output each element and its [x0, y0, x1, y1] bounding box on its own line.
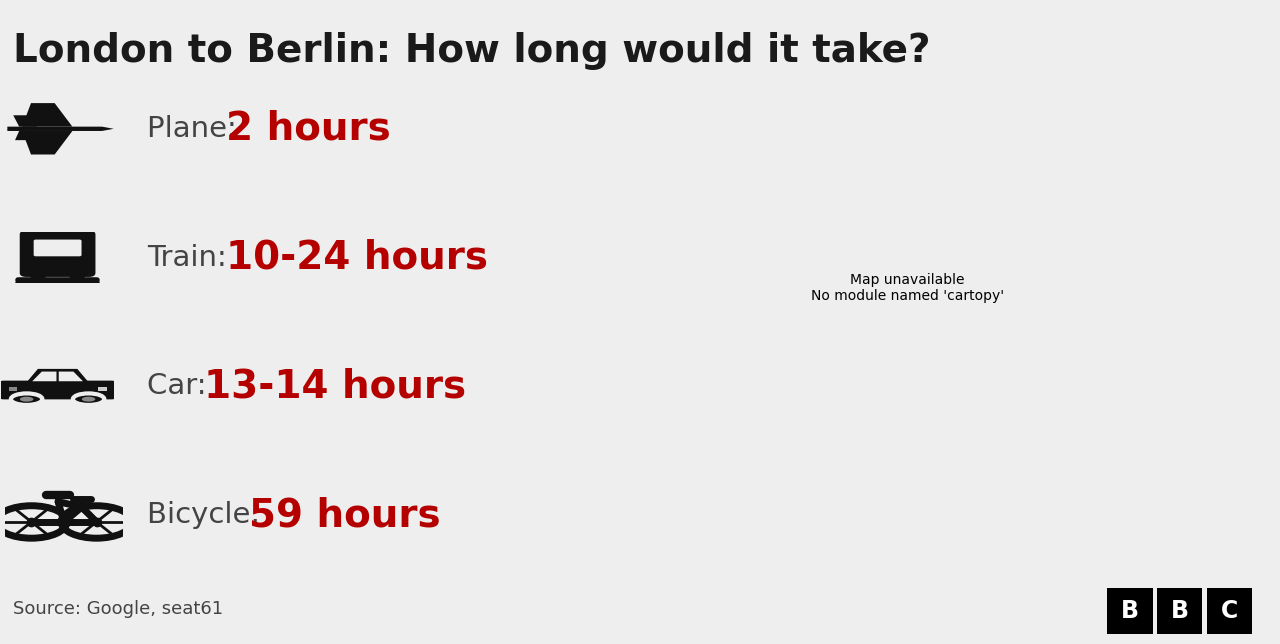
- Text: 10-24 hours: 10-24 hours: [227, 238, 488, 277]
- Bar: [9, 387, 17, 390]
- Polygon shape: [13, 115, 37, 127]
- Circle shape: [10, 393, 42, 405]
- Text: C: C: [1221, 600, 1238, 623]
- Polygon shape: [59, 372, 83, 381]
- Circle shape: [82, 397, 95, 402]
- Polygon shape: [32, 372, 56, 381]
- Text: Map unavailable
No module named 'cartopy': Map unavailable No module named 'cartopy…: [812, 273, 1004, 303]
- Polygon shape: [15, 131, 35, 140]
- Text: Bicycle:: Bicycle:: [147, 501, 270, 529]
- Polygon shape: [22, 131, 73, 155]
- Text: Train:: Train:: [147, 243, 237, 272]
- FancyBboxPatch shape: [1157, 589, 1202, 634]
- Circle shape: [31, 272, 46, 281]
- Polygon shape: [22, 103, 73, 127]
- Text: Plane:: Plane:: [147, 115, 246, 143]
- Text: Source: Google, seat61: Source: Google, seat61: [13, 600, 223, 618]
- Circle shape: [69, 272, 84, 281]
- Text: B: B: [1120, 600, 1139, 623]
- FancyBboxPatch shape: [19, 231, 96, 277]
- FancyBboxPatch shape: [0, 381, 115, 399]
- Text: B: B: [1170, 600, 1189, 623]
- Polygon shape: [27, 369, 88, 383]
- FancyBboxPatch shape: [1107, 589, 1152, 634]
- Text: Car:: Car:: [147, 372, 216, 401]
- Polygon shape: [8, 127, 114, 131]
- Text: London to Berlin: How long would it take?: London to Berlin: How long would it take…: [13, 32, 931, 70]
- Circle shape: [73, 393, 105, 405]
- Circle shape: [20, 397, 33, 402]
- FancyBboxPatch shape: [33, 240, 82, 256]
- Bar: [99, 387, 106, 390]
- FancyBboxPatch shape: [1207, 589, 1252, 634]
- Text: 59 hours: 59 hours: [248, 496, 440, 535]
- Text: 13-14 hours: 13-14 hours: [204, 367, 466, 406]
- Text: 2 hours: 2 hours: [227, 109, 390, 148]
